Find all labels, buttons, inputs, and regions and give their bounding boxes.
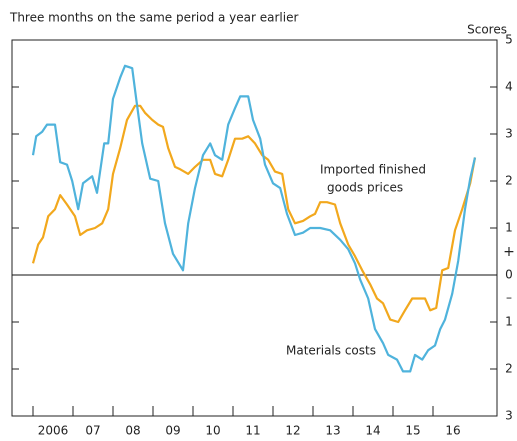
y-tick-label: 0 [505, 268, 513, 282]
x-tick-label: 07 [85, 424, 100, 438]
x-tick-label: 14 [365, 424, 380, 438]
x-tick-label: 16 [445, 424, 460, 438]
y-tick-label: 3 [505, 127, 513, 141]
x-tick-label: 09 [165, 424, 180, 438]
y-tick-label: 5 [505, 33, 513, 47]
x-tick-label: 11 [245, 424, 260, 438]
y-sign-label: + [503, 244, 515, 260]
chart-title: Three months on the same period a year e… [9, 11, 298, 25]
y-tick-label: 2 [505, 362, 513, 376]
plot-frame [11, 39, 498, 417]
x-tick-label: 12 [285, 424, 300, 438]
line-series [31, 64, 477, 373]
y-tick-label: 4 [505, 80, 513, 94]
y-tick-label: 1 [505, 315, 513, 329]
annotation: goods prices [327, 181, 403, 195]
x-tick-label: 13 [325, 424, 340, 438]
y-axis-label: Scores [467, 23, 507, 37]
y-tick-label: 1 [505, 221, 513, 235]
line-series [31, 104, 477, 324]
x-tick-label: 10 [205, 424, 220, 438]
annotation: Imported finished [320, 163, 426, 177]
y-tick-label: 2 [505, 174, 513, 188]
annotation: Materials costs [286, 344, 376, 358]
x-tick-label: 15 [405, 424, 420, 438]
y-sign-label: – [506, 291, 512, 305]
x-tick-label: 08 [125, 424, 140, 438]
x-tick-label: 2006 [38, 424, 69, 438]
y-tick-label: 3 [505, 409, 513, 423]
